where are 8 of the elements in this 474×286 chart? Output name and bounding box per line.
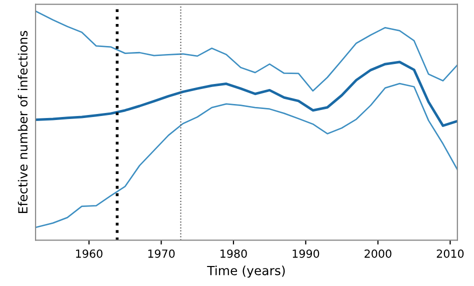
- x-tick-label: 1960: [76, 249, 102, 258]
- y-axis-title: Efective number of infections: [18, 30, 28, 213]
- x-tick-label: 1970: [148, 249, 175, 258]
- x-tick-label: 1980: [220, 249, 247, 258]
- x-tick-label: 1990: [292, 249, 320, 258]
- x-tick-label: 2000: [364, 249, 392, 258]
- x-tick-label: 2010: [436, 249, 464, 258]
- x-axis-title: Time (years): [207, 266, 285, 278]
